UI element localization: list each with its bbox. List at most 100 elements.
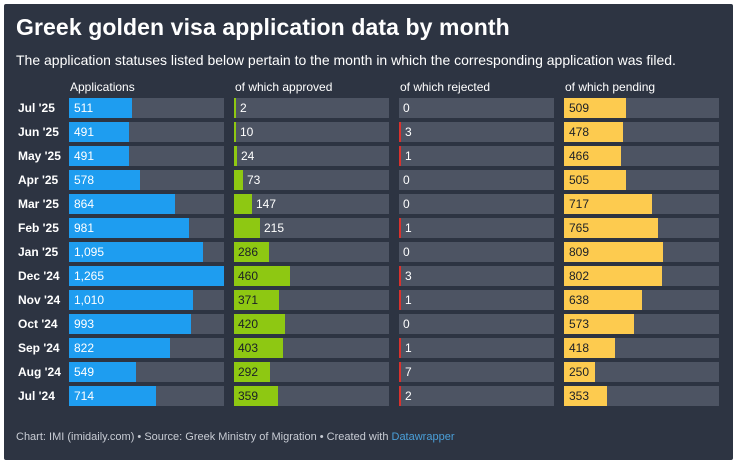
bar-applications — [69, 194, 175, 214]
bar-rejected — [399, 362, 401, 382]
bar-track-pending: 466 — [564, 146, 719, 166]
bar-track-applications: 981 — [69, 218, 224, 238]
bar-track-approved: 10 — [234, 122, 389, 142]
bar-applications — [69, 122, 129, 142]
bar-track-pending: 809 — [564, 242, 719, 262]
value-label-pending: 802 — [569, 269, 590, 283]
row-label: Apr '25 — [18, 173, 59, 187]
bar-rejected — [399, 266, 401, 286]
bar-track-applications: 1,010 — [69, 290, 224, 310]
bar-pending — [564, 218, 658, 238]
bar-approved — [234, 146, 237, 166]
value-label-rejected: 1 — [405, 341, 412, 355]
bar-pending — [564, 386, 607, 406]
bar-track-rejected: 0 — [399, 194, 554, 214]
value-label-rejected: 1 — [405, 221, 412, 235]
value-label-pending: 717 — [569, 197, 590, 211]
bar-track-applications: 578 — [69, 170, 224, 190]
value-label-applications: 491 — [74, 149, 95, 163]
value-label-applications: 511 — [74, 101, 94, 115]
bar-rejected — [399, 386, 401, 406]
bar-track-approved: 371 — [234, 290, 389, 310]
bar-rejected — [399, 290, 401, 310]
chart-card: Greek golden visa application data by mo… — [4, 4, 733, 460]
bar-track-applications: 1,265 — [69, 266, 224, 286]
bar-approved — [234, 218, 260, 238]
bar-track-rejected: 3 — [399, 122, 554, 142]
value-label-applications: 864 — [74, 197, 95, 211]
value-label-approved: 24 — [241, 149, 255, 163]
bar-applications — [69, 362, 136, 382]
column-header-applications: Applications — [70, 80, 135, 94]
bar-track-applications: 549 — [69, 362, 224, 382]
row-label: Oct '24 — [18, 317, 58, 331]
bar-track-applications: 993 — [69, 314, 224, 334]
bar-track-rejected: 1 — [399, 218, 554, 238]
bar-track-rejected: 1 — [399, 338, 554, 358]
value-label-pending: 809 — [569, 245, 590, 259]
bar-track-rejected: 1 — [399, 290, 554, 310]
value-label-pending: 418 — [569, 341, 590, 355]
bar-applications — [69, 266, 224, 286]
value-label-applications: 1,095 — [74, 245, 105, 259]
chart-subtitle: The application statuses listed below pe… — [16, 52, 676, 68]
row-label: Jul '25 — [18, 101, 55, 115]
chart-title: Greek golden visa application data by mo… — [16, 14, 510, 40]
bar-track-applications: 822 — [69, 338, 224, 358]
bar-applications — [69, 242, 203, 262]
value-label-pending: 466 — [569, 149, 590, 163]
bar-pending — [564, 146, 621, 166]
value-label-pending: 250 — [569, 365, 590, 379]
bar-track-approved: 147 — [234, 194, 389, 214]
bar-pending — [564, 98, 626, 118]
bar-pending — [564, 338, 615, 358]
value-label-pending: 505 — [569, 173, 590, 187]
value-label-rejected: 1 — [405, 149, 412, 163]
bar-approved — [234, 242, 269, 262]
value-label-pending: 638 — [569, 293, 590, 307]
value-label-rejected: 0 — [403, 197, 410, 211]
value-label-pending: 573 — [569, 317, 590, 331]
bar-track-pending: 505 — [564, 170, 719, 190]
row-label: Aug '24 — [18, 365, 61, 379]
value-label-approved: 292 — [238, 365, 259, 379]
row-label: Jun '25 — [18, 125, 59, 139]
bar-rejected — [399, 218, 401, 238]
value-label-approved: 460 — [238, 269, 259, 283]
bar-applications — [69, 386, 156, 406]
value-label-applications: 491 — [74, 125, 95, 139]
value-label-approved: 371 — [238, 293, 259, 307]
bar-track-approved: 215 — [234, 218, 389, 238]
bar-track-approved: 292 — [234, 362, 389, 382]
bar-track-approved: 24 — [234, 146, 389, 166]
value-label-approved: 359 — [238, 389, 259, 403]
value-label-applications: 822 — [74, 341, 95, 355]
value-label-rejected: 0 — [403, 245, 410, 259]
value-label-rejected: 7 — [405, 365, 412, 379]
bar-track-pending: 250 — [564, 362, 719, 382]
value-label-applications: 549 — [74, 365, 95, 379]
datawrapper-link[interactable]: Datawrapper — [391, 431, 455, 443]
bar-track-approved: 73 — [234, 170, 389, 190]
bar-track-pending: 509 — [564, 98, 719, 118]
value-label-pending: 478 — [569, 125, 590, 139]
value-label-rejected: 1 — [405, 293, 412, 307]
value-label-applications: 1,265 — [74, 269, 105, 283]
bar-approved — [234, 194, 252, 214]
bar-track-pending: 418 — [564, 338, 719, 358]
row-label: Nov '24 — [18, 293, 61, 307]
value-label-pending: 509 — [569, 101, 590, 115]
value-label-approved: 10 — [240, 125, 254, 139]
value-label-rejected: 0 — [403, 317, 410, 331]
bar-approved — [234, 266, 290, 286]
row-label: Mar '25 — [18, 197, 59, 211]
bar-pending — [564, 194, 652, 214]
bar-track-applications: 491 — [69, 122, 224, 142]
bar-track-pending: 638 — [564, 290, 719, 310]
row-label: Jul '24 — [18, 389, 55, 403]
value-label-rejected: 2 — [405, 389, 412, 403]
bar-track-approved: 403 — [234, 338, 389, 358]
bar-rejected — [399, 122, 401, 142]
bar-pending — [564, 242, 663, 262]
bar-track-applications: 1,095 — [69, 242, 224, 262]
